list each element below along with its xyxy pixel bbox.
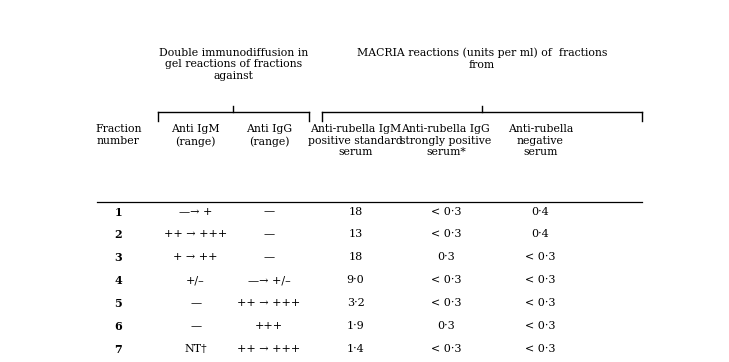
Text: —: — bbox=[190, 321, 201, 331]
Text: 7: 7 bbox=[114, 344, 122, 355]
Text: < 0·3: < 0·3 bbox=[525, 298, 555, 308]
Text: 18: 18 bbox=[348, 206, 362, 216]
Text: NT†: NT† bbox=[184, 344, 207, 354]
Text: 0·3: 0·3 bbox=[437, 252, 455, 262]
Text: < 0·3: < 0·3 bbox=[431, 344, 461, 354]
Text: —: — bbox=[263, 230, 275, 239]
Text: < 0·3: < 0·3 bbox=[525, 344, 555, 354]
Text: 1·4: 1·4 bbox=[347, 344, 364, 354]
Text: 0·4: 0·4 bbox=[531, 206, 549, 216]
Text: 1·9: 1·9 bbox=[347, 321, 364, 331]
Text: Anti-rubella IgG
strongly positive
serum*: Anti-rubella IgG strongly positive serum… bbox=[400, 124, 491, 157]
Text: ++ → +++: ++ → +++ bbox=[238, 344, 301, 354]
Text: Double immunodiffusion in
gel reactions of fractions
against: Double immunodiffusion in gel reactions … bbox=[159, 48, 308, 81]
Text: Anti IgM
(range): Anti IgM (range) bbox=[171, 124, 220, 147]
Text: 1: 1 bbox=[114, 206, 122, 218]
Text: +/–: +/– bbox=[187, 275, 205, 285]
Text: —: — bbox=[263, 206, 275, 216]
Text: 6: 6 bbox=[114, 321, 122, 332]
Text: 4: 4 bbox=[114, 275, 122, 286]
Text: ++ → +++: ++ → +++ bbox=[164, 230, 227, 239]
Text: 0·3: 0·3 bbox=[437, 321, 455, 331]
Text: —→ +: —→ + bbox=[179, 206, 212, 216]
Text: < 0·3: < 0·3 bbox=[525, 252, 555, 262]
Text: < 0·3: < 0·3 bbox=[431, 206, 461, 216]
Text: < 0·3: < 0·3 bbox=[431, 275, 461, 285]
Text: < 0·3: < 0·3 bbox=[431, 230, 461, 239]
Text: < 0·3: < 0·3 bbox=[431, 298, 461, 308]
Text: MACRIA reactions (units per ml) of  fractions
from: MACRIA reactions (units per ml) of fract… bbox=[356, 48, 607, 70]
Text: + → ++: + → ++ bbox=[174, 252, 218, 262]
Text: 13: 13 bbox=[348, 230, 362, 239]
Text: < 0·3: < 0·3 bbox=[525, 275, 555, 285]
Text: 5: 5 bbox=[114, 298, 122, 309]
Text: —→ +/–: —→ +/– bbox=[248, 275, 290, 285]
Text: —: — bbox=[190, 298, 201, 308]
Text: +++: +++ bbox=[255, 321, 283, 331]
Text: 9·0: 9·0 bbox=[347, 275, 364, 285]
Text: Fraction
number: Fraction number bbox=[95, 124, 141, 146]
Text: ++ → +++: ++ → +++ bbox=[238, 298, 301, 308]
Text: 18: 18 bbox=[348, 252, 362, 262]
Text: —: — bbox=[263, 252, 275, 262]
Text: Anti IgG
(range): Anti IgG (range) bbox=[246, 124, 292, 147]
Text: 0·4: 0·4 bbox=[531, 230, 549, 239]
Text: 2: 2 bbox=[114, 230, 122, 240]
Text: Anti-rubella
negative
serum: Anti-rubella negative serum bbox=[507, 124, 573, 157]
Text: < 0·3: < 0·3 bbox=[525, 321, 555, 331]
Text: 3·2: 3·2 bbox=[347, 298, 364, 308]
Text: 3: 3 bbox=[114, 252, 122, 263]
Text: Anti-rubella IgM
positive standard
serum: Anti-rubella IgM positive standard serum bbox=[308, 124, 403, 157]
